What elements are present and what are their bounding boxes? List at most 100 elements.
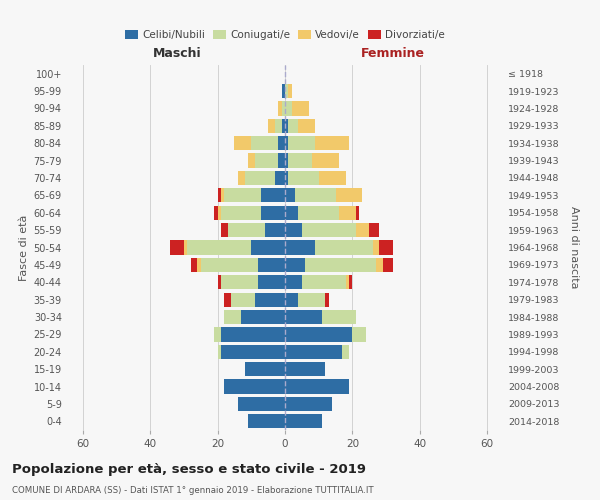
- Bar: [289, 118, 298, 133]
- Bar: [292, 102, 308, 116]
- Bar: [298, 292, 325, 307]
- Bar: [342, 344, 349, 359]
- Bar: [278, 102, 281, 116]
- Bar: [319, 171, 346, 185]
- Bar: [258, 275, 285, 289]
- Bar: [285, 328, 352, 342]
- Bar: [218, 188, 221, 202]
- Bar: [295, 188, 335, 202]
- Bar: [214, 328, 221, 342]
- Bar: [235, 136, 251, 150]
- Bar: [285, 102, 292, 116]
- Bar: [275, 118, 281, 133]
- Bar: [254, 292, 285, 307]
- Text: Maschi: Maschi: [153, 47, 202, 60]
- Bar: [335, 188, 362, 202]
- Bar: [339, 206, 356, 220]
- Bar: [251, 136, 278, 150]
- Bar: [187, 240, 251, 254]
- Bar: [285, 154, 289, 168]
- Bar: [379, 240, 393, 254]
- Bar: [268, 118, 275, 133]
- Bar: [275, 171, 285, 185]
- Bar: [298, 206, 339, 220]
- Bar: [221, 206, 262, 220]
- Bar: [254, 154, 278, 168]
- Bar: [285, 84, 289, 98]
- Bar: [285, 171, 289, 185]
- Bar: [285, 380, 349, 394]
- Bar: [285, 223, 302, 237]
- Bar: [289, 154, 312, 168]
- Bar: [285, 275, 302, 289]
- Bar: [281, 118, 285, 133]
- Bar: [241, 310, 285, 324]
- Bar: [281, 102, 285, 116]
- Bar: [285, 310, 322, 324]
- Bar: [221, 188, 224, 202]
- Y-axis label: Fasce di età: Fasce di età: [19, 214, 29, 280]
- Bar: [376, 258, 383, 272]
- Bar: [218, 344, 221, 359]
- Bar: [285, 258, 305, 272]
- Bar: [221, 275, 258, 289]
- Bar: [265, 223, 285, 237]
- Bar: [251, 240, 285, 254]
- Bar: [285, 240, 316, 254]
- Bar: [248, 154, 254, 168]
- Bar: [238, 397, 285, 411]
- Bar: [285, 136, 289, 150]
- Bar: [214, 206, 218, 220]
- Bar: [289, 84, 292, 98]
- Bar: [302, 223, 356, 237]
- Bar: [349, 275, 352, 289]
- Bar: [231, 292, 254, 307]
- Bar: [352, 328, 366, 342]
- Bar: [285, 362, 325, 376]
- Bar: [218, 206, 221, 220]
- Bar: [245, 171, 275, 185]
- Bar: [316, 136, 349, 150]
- Bar: [224, 310, 241, 324]
- Bar: [221, 344, 285, 359]
- Bar: [285, 292, 298, 307]
- Text: COMUNE DI ARDARA (SS) - Dati ISTAT 1° gennaio 2019 - Elaborazione TUTTITALIA.IT: COMUNE DI ARDARA (SS) - Dati ISTAT 1° ge…: [12, 486, 374, 495]
- Bar: [356, 223, 369, 237]
- Bar: [262, 188, 285, 202]
- Bar: [346, 275, 349, 289]
- Bar: [325, 292, 329, 307]
- Bar: [224, 292, 231, 307]
- Bar: [228, 223, 265, 237]
- Bar: [285, 118, 289, 133]
- Bar: [224, 188, 262, 202]
- Bar: [201, 258, 258, 272]
- Bar: [285, 206, 298, 220]
- Bar: [285, 344, 342, 359]
- Bar: [322, 310, 356, 324]
- Bar: [258, 258, 285, 272]
- Bar: [248, 414, 285, 428]
- Bar: [221, 223, 228, 237]
- Bar: [238, 171, 245, 185]
- Legend: Celibi/Nubili, Coniugati/e, Vedovi/e, Divorziati/e: Celibi/Nubili, Coniugati/e, Vedovi/e, Di…: [122, 26, 448, 43]
- Bar: [373, 240, 379, 254]
- Bar: [281, 84, 285, 98]
- Bar: [262, 206, 285, 220]
- Bar: [221, 328, 285, 342]
- Bar: [170, 240, 184, 254]
- Bar: [184, 240, 187, 254]
- Bar: [245, 362, 285, 376]
- Bar: [285, 188, 295, 202]
- Bar: [298, 118, 316, 133]
- Text: Femmine: Femmine: [361, 47, 425, 60]
- Y-axis label: Anni di nascita: Anni di nascita: [569, 206, 579, 289]
- Bar: [356, 206, 359, 220]
- Bar: [278, 136, 285, 150]
- Bar: [278, 154, 285, 168]
- Bar: [218, 275, 221, 289]
- Text: Popolazione per età, sesso e stato civile - 2019: Popolazione per età, sesso e stato civil…: [12, 462, 366, 475]
- Bar: [312, 154, 339, 168]
- Bar: [224, 380, 285, 394]
- Bar: [285, 397, 332, 411]
- Bar: [197, 258, 201, 272]
